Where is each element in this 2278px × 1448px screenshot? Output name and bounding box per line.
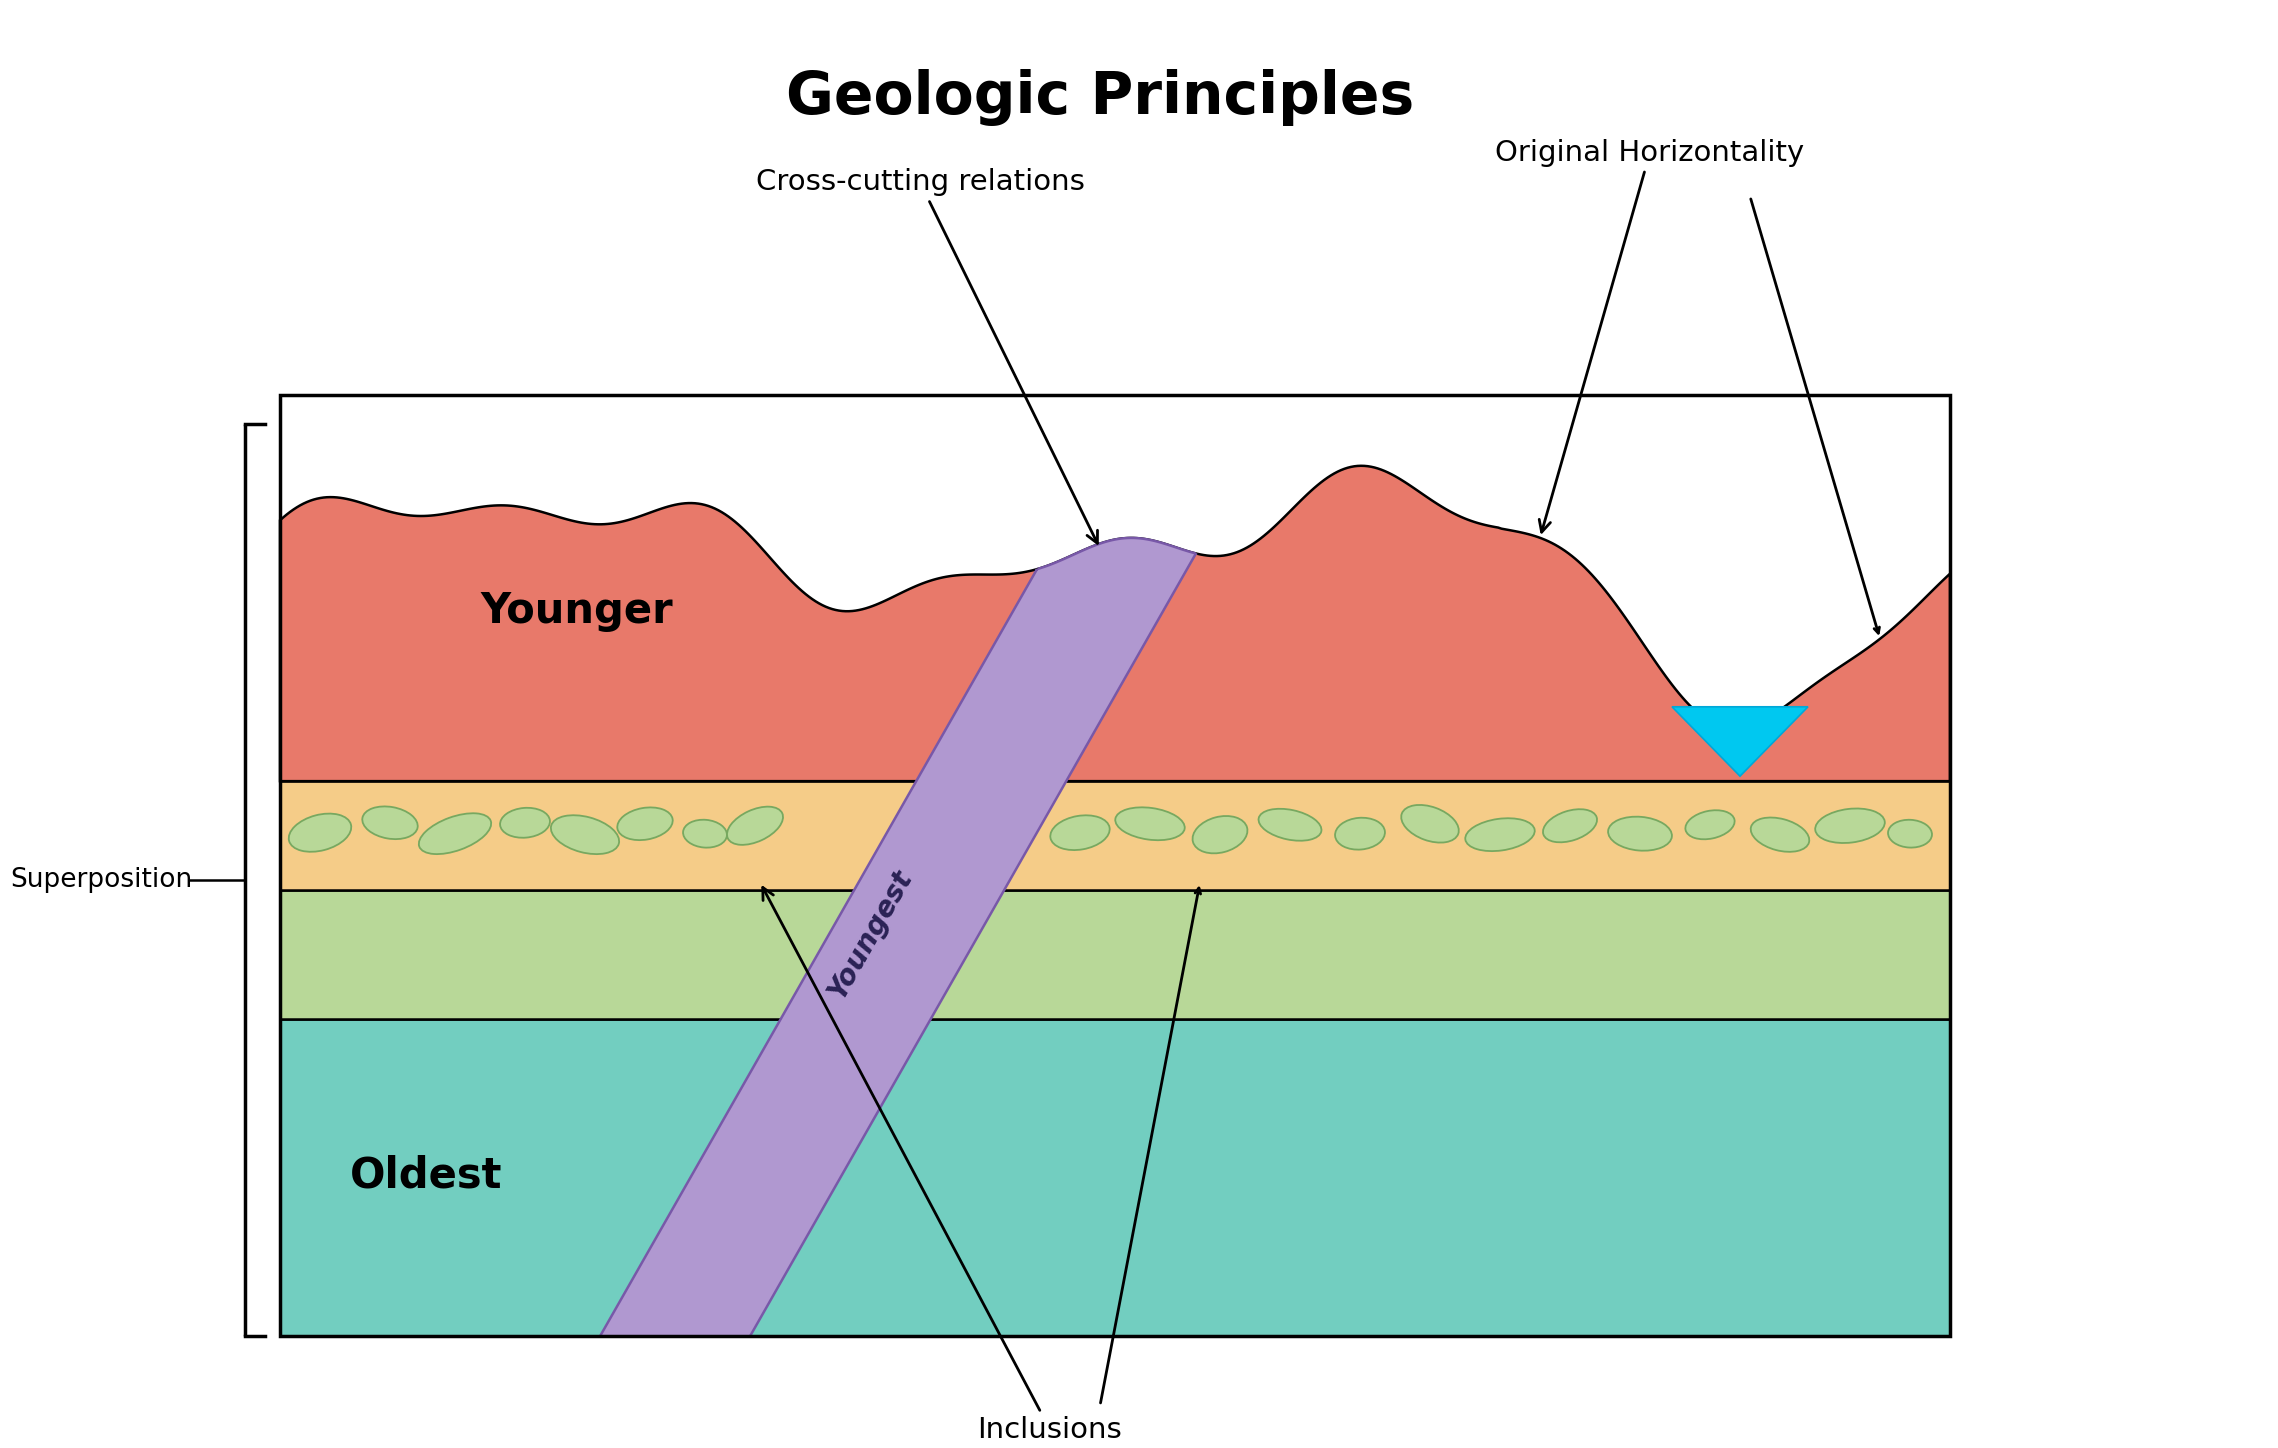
Ellipse shape — [617, 808, 672, 840]
Ellipse shape — [362, 807, 417, 840]
Text: Inclusions: Inclusions — [763, 888, 1123, 1444]
Ellipse shape — [551, 815, 620, 854]
Ellipse shape — [1608, 817, 1672, 850]
Text: Younger: Younger — [481, 589, 672, 631]
Ellipse shape — [1257, 809, 1321, 841]
Polygon shape — [599, 537, 1196, 1337]
Ellipse shape — [1542, 809, 1597, 843]
Ellipse shape — [1888, 820, 1932, 847]
Text: Geologic Principles: Geologic Principles — [786, 68, 1415, 126]
Text: Cross-cutting relations: Cross-cutting relations — [756, 168, 1098, 543]
Text: Superposition: Superposition — [9, 867, 191, 893]
Ellipse shape — [1116, 808, 1185, 840]
Polygon shape — [280, 466, 1950, 780]
Ellipse shape — [1194, 817, 1248, 853]
Polygon shape — [280, 891, 1950, 1019]
Text: Oldest: Oldest — [351, 1154, 503, 1196]
Ellipse shape — [1050, 815, 1109, 850]
Ellipse shape — [1816, 808, 1884, 843]
Ellipse shape — [1752, 818, 1809, 851]
Text: Original Horizontality: Original Horizontality — [1494, 139, 1804, 533]
Ellipse shape — [1465, 818, 1535, 851]
Ellipse shape — [501, 808, 549, 838]
Text: Youngest: Youngest — [822, 866, 918, 1005]
Ellipse shape — [683, 820, 727, 847]
Polygon shape — [1672, 707, 1809, 776]
Polygon shape — [280, 780, 1950, 891]
Ellipse shape — [1686, 811, 1734, 840]
Polygon shape — [280, 1019, 1950, 1337]
Ellipse shape — [1401, 805, 1458, 843]
Ellipse shape — [289, 814, 351, 851]
Ellipse shape — [1335, 818, 1385, 850]
Ellipse shape — [727, 807, 784, 844]
Ellipse shape — [419, 814, 492, 854]
